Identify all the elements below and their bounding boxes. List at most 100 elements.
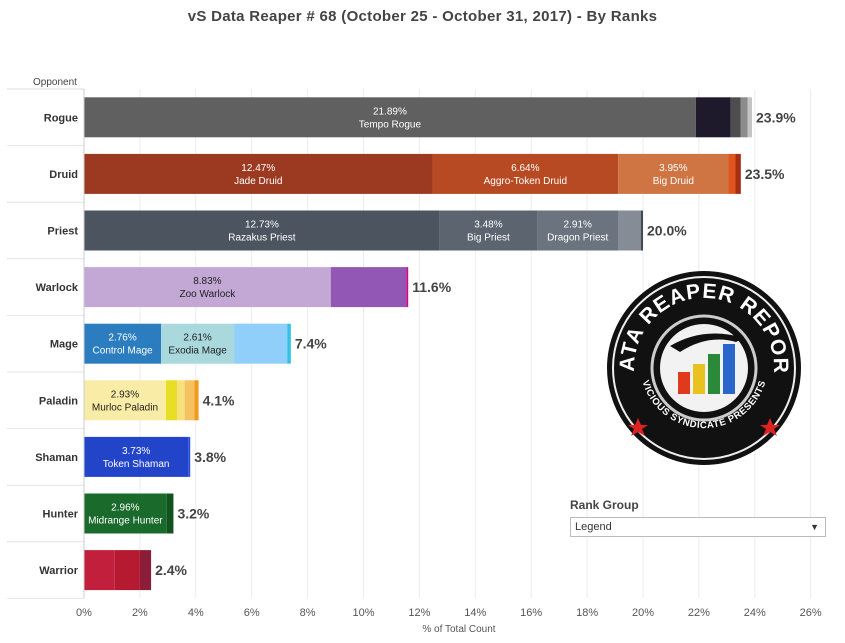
segment-value-label: 2.96% bbox=[111, 503, 139, 514]
bar-segment bbox=[184, 380, 195, 421]
bar-total-label: 3.2% bbox=[177, 506, 209, 522]
category-label-paladin: Paladin bbox=[39, 395, 78, 407]
segment-name-label: Control Mage bbox=[93, 346, 153, 357]
bar-segment bbox=[439, 210, 538, 251]
bar-segment bbox=[84, 210, 440, 251]
segment-name-label: Dragon Priest bbox=[547, 233, 608, 244]
bar-segment bbox=[234, 323, 288, 364]
x-tick-label: 24% bbox=[744, 607, 766, 619]
chart-title: vS Data Reaper # 68 (October 25 - Octobe… bbox=[187, 8, 658, 25]
segment-name-label: Tempo Rogue bbox=[359, 119, 422, 130]
bar-segment bbox=[735, 153, 741, 194]
dropdown-arrow-icon: ▼ bbox=[810, 522, 819, 532]
bar-segment bbox=[84, 380, 166, 421]
bar-segment bbox=[166, 493, 174, 534]
reaper-badge-icon: DATA REAPER REPORT VICIOUS SYNDICATE PRE… bbox=[596, 250, 801, 465]
segment-name-label: Token Shaman bbox=[103, 459, 170, 470]
bar-segment bbox=[432, 153, 619, 194]
bar-segment bbox=[84, 436, 189, 477]
segment-value-label: 6.64% bbox=[511, 163, 539, 174]
bar-segment bbox=[728, 153, 736, 194]
bar-segment bbox=[84, 550, 115, 591]
x-tick-label: 14% bbox=[464, 607, 486, 619]
x-tick-label: 12% bbox=[408, 607, 430, 619]
bar-total-label: 23.9% bbox=[756, 109, 796, 125]
bar-segment bbox=[287, 323, 291, 364]
segment-value-label: 12.47% bbox=[241, 163, 275, 174]
bar-segment bbox=[114, 550, 140, 591]
bar-segment bbox=[537, 210, 619, 251]
x-tick-label: 4% bbox=[188, 607, 204, 619]
bar-segment bbox=[84, 493, 167, 534]
bar-segment bbox=[84, 153, 433, 194]
segment-name-label: Aggro-Token Druid bbox=[484, 176, 567, 187]
bar-total-label: 2.4% bbox=[155, 562, 187, 578]
bar-segment bbox=[747, 97, 753, 138]
data-reaper-logo: DATA REAPER REPORT VICIOUS SYNDICATE PRE… bbox=[596, 250, 804, 468]
bar-total-label: 3.8% bbox=[194, 449, 226, 465]
category-label-rogue: Rogue bbox=[44, 112, 78, 124]
bar-segment bbox=[84, 97, 696, 138]
segment-value-label: 21.89% bbox=[373, 106, 407, 117]
rank-group-label: Rank Group bbox=[570, 498, 639, 512]
bar-segment bbox=[730, 97, 741, 138]
segment-value-label: 3.48% bbox=[474, 220, 502, 231]
segment-value-label: 2.93% bbox=[111, 389, 139, 400]
bar-segment bbox=[695, 97, 731, 138]
bar-segment bbox=[618, 210, 641, 251]
segment-value-label: 2.91% bbox=[564, 220, 592, 231]
bar-segment bbox=[177, 380, 185, 421]
segment-name-label: Midrange Hunter bbox=[88, 516, 163, 527]
category-label-warrior: Warrior bbox=[39, 565, 78, 577]
category-label-mage: Mage bbox=[50, 339, 78, 351]
bar-segment bbox=[406, 267, 409, 308]
category-label-priest: Priest bbox=[47, 226, 78, 238]
bar-segment bbox=[84, 323, 162, 364]
x-tick-label: 2% bbox=[132, 607, 148, 619]
bar-total-label: 11.6% bbox=[412, 279, 451, 295]
segment-value-label: 2.61% bbox=[183, 333, 211, 344]
segment-value-label: 12.73% bbox=[245, 220, 279, 231]
x-tick-label: 8% bbox=[300, 607, 316, 619]
bar-total-label: 20.0% bbox=[647, 223, 687, 239]
y-axis-title: Opponent bbox=[33, 77, 77, 88]
bar-total-label: 7.4% bbox=[295, 336, 327, 352]
segment-name-label: Murloc Paladin bbox=[92, 402, 158, 413]
x-tick-label: 16% bbox=[520, 607, 542, 619]
bar-segment bbox=[165, 380, 178, 421]
rank-group-value: Legend bbox=[575, 521, 612, 533]
segment-name-label: Exodia Mage bbox=[168, 346, 227, 357]
category-label-warlock: Warlock bbox=[36, 282, 79, 294]
bar-segment bbox=[194, 380, 199, 421]
x-axis-title: % of Total Count bbox=[422, 624, 495, 635]
x-tick-label: 18% bbox=[576, 607, 598, 619]
category-label-shaman: Shaman bbox=[35, 452, 78, 464]
segment-value-label: 2.76% bbox=[108, 333, 136, 344]
segment-value-label: 8.83% bbox=[193, 276, 221, 287]
category-label-hunter: Hunter bbox=[43, 509, 79, 521]
x-tick-label: 26% bbox=[800, 607, 822, 619]
x-tick-label: 22% bbox=[688, 607, 710, 619]
x-tick-label: 6% bbox=[244, 607, 260, 619]
segment-value-label: 3.73% bbox=[122, 446, 150, 457]
x-tick-label: 0% bbox=[76, 607, 92, 619]
segment-name-label: Big Priest bbox=[467, 233, 510, 244]
rank-group-filter: Rank Group Legend ▼ bbox=[570, 498, 826, 537]
x-tick-label: 20% bbox=[632, 607, 654, 619]
bar-total-label: 4.1% bbox=[203, 392, 235, 408]
bar-segment bbox=[640, 210, 643, 251]
bar-segment bbox=[330, 267, 407, 308]
bar-segment bbox=[618, 153, 729, 194]
bar-segment bbox=[161, 323, 235, 364]
x-tick-label: 10% bbox=[352, 607, 374, 619]
segment-name-label: Zoo Warlock bbox=[180, 289, 237, 300]
bar-segment bbox=[188, 436, 191, 477]
segment-name-label: Big Druid bbox=[653, 176, 694, 187]
bar-segment bbox=[139, 550, 152, 591]
segment-name-label: Jade Druid bbox=[234, 176, 282, 187]
segment-value-label: 3.95% bbox=[659, 163, 687, 174]
segment-name-label: Razakus Priest bbox=[228, 233, 295, 244]
bar-total-label: 23.5% bbox=[745, 166, 785, 182]
rank-group-select[interactable]: Legend ▼ bbox=[570, 517, 826, 537]
